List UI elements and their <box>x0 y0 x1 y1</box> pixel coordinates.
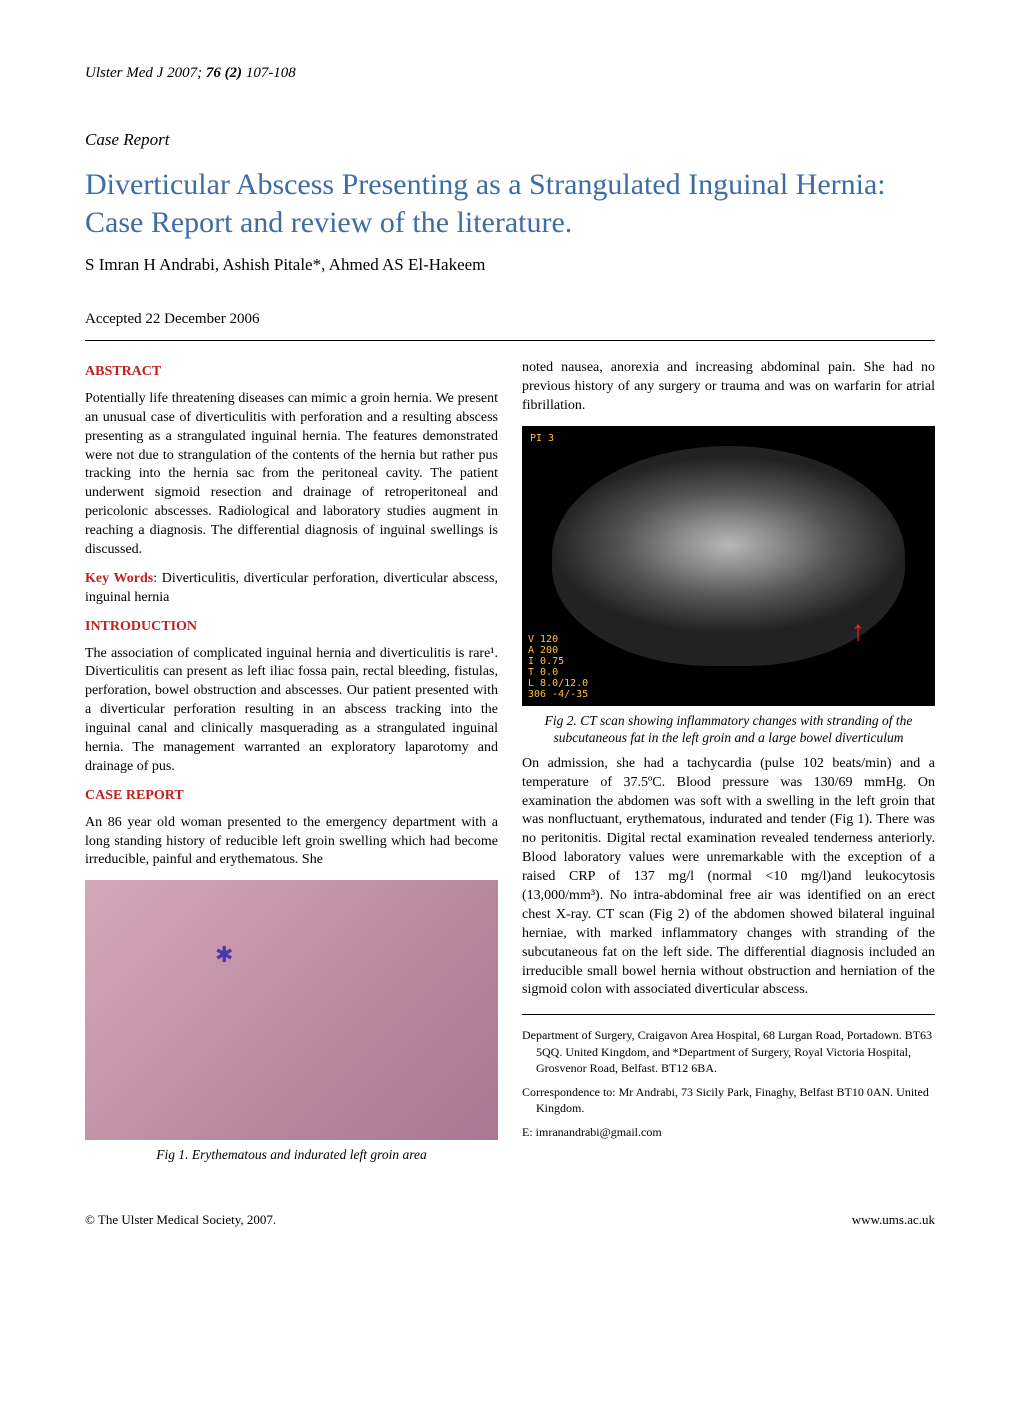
right-column: noted nausea, anorexia and increasing ab… <box>522 359 935 1172</box>
figure-2: PI 3 ↑ V 120 A 200 I 0.75 T 0.0 L 8.0/12… <box>522 426 935 747</box>
introduction-text: The association of complicated inguinal … <box>85 645 498 777</box>
ct-param-0: V 120 <box>528 634 588 645</box>
figure-1-label: Fig 1. <box>156 1147 188 1162</box>
keywords-label: Key Words <box>85 571 153 586</box>
affiliation-correspondence: Correspondence to: Mr Andrabi, 73 Sicily… <box>522 1084 935 1116</box>
journal-header: Ulster Med J 2007; 76 (2) 107-108 <box>85 65 935 82</box>
case-report-p1: An 86 year old woman presented to the em… <box>85 814 498 871</box>
article-title: Diverticular Abscess Presenting as a Str… <box>85 166 935 241</box>
footer-copyright: © The Ulster Medical Society, 2007. <box>85 1212 276 1228</box>
figure-2-caption-text: CT scan showing inflammatory changes wit… <box>554 713 913 746</box>
figure-1: ✱ Fig 1. Erythematous and indurated left… <box>85 880 498 1164</box>
accepted-date: Accepted 22 December 2006 <box>85 311 935 328</box>
ct-param-4: L 8.0/12.0 <box>528 678 588 689</box>
introduction-heading: INTRODUCTION <box>85 618 498 637</box>
right-p2: On admission, she had a tachycardia (pul… <box>522 755 935 1001</box>
ct-overlay-params: V 120 A 200 I 0.75 T 0.0 L 8.0/12.0 306 … <box>528 634 588 700</box>
keywords: Key Words: Diverticulitis, diverticular … <box>85 570 498 608</box>
figure-2-caption: Fig 2. CT scan showing inflammatory chan… <box>522 712 935 747</box>
ct-param-1: A 200 <box>528 645 588 656</box>
affiliation-dept: Department of Surgery, Craigavon Area Ho… <box>522 1027 935 1076</box>
figure-2-image: PI 3 ↑ V 120 A 200 I 0.75 T 0.0 L 8.0/12… <box>522 426 935 706</box>
divider-affil <box>522 1014 935 1015</box>
authors: S Imran H Andrabi, Ashish Pitale*, Ahmed… <box>85 255 935 275</box>
figure-1-image: ✱ <box>85 880 498 1140</box>
abstract-heading: ABSTRACT <box>85 363 498 382</box>
ct-param-2: I 0.75 <box>528 656 588 667</box>
section-label: Case Report <box>85 130 935 150</box>
journal-name: Ulster Med J <box>85 65 163 81</box>
page-footer: © The Ulster Medical Society, 2007. www.… <box>85 1212 935 1228</box>
figure-1-caption-text: Erythematous and indurated left groin ar… <box>192 1147 427 1162</box>
ct-param-3: T 0.0 <box>528 667 588 678</box>
journal-pages: 107-108 <box>246 65 296 81</box>
figure-1-marker: ✱ <box>215 940 233 970</box>
case-report-heading: CASE REPORT <box>85 787 498 806</box>
figure-1-caption: Fig 1. Erythematous and indurated left g… <box>85 1146 498 1164</box>
ct-arrow-icon: ↑ <box>851 613 865 651</box>
ct-overlay-topleft: PI 3 <box>530 432 554 446</box>
ct-param-5: 306 -4/-35 <box>528 689 588 700</box>
journal-year: 2007 <box>167 65 197 81</box>
left-column: ABSTRACT Potentially life threatening di… <box>85 359 498 1172</box>
affiliation-email: E: imranandrabi@gmail.com <box>522 1124 935 1140</box>
footer-url: www.ums.ac.uk <box>852 1212 935 1228</box>
abstract-text: Potentially life threatening diseases ca… <box>85 390 498 560</box>
divider-top <box>85 340 935 341</box>
figure-2-label: Fig 2. <box>545 713 577 728</box>
right-p1: noted nausea, anorexia and increasing ab… <box>522 359 935 416</box>
content-columns: ABSTRACT Potentially life threatening di… <box>85 359 935 1172</box>
journal-volume: 76 (2) <box>206 65 242 81</box>
